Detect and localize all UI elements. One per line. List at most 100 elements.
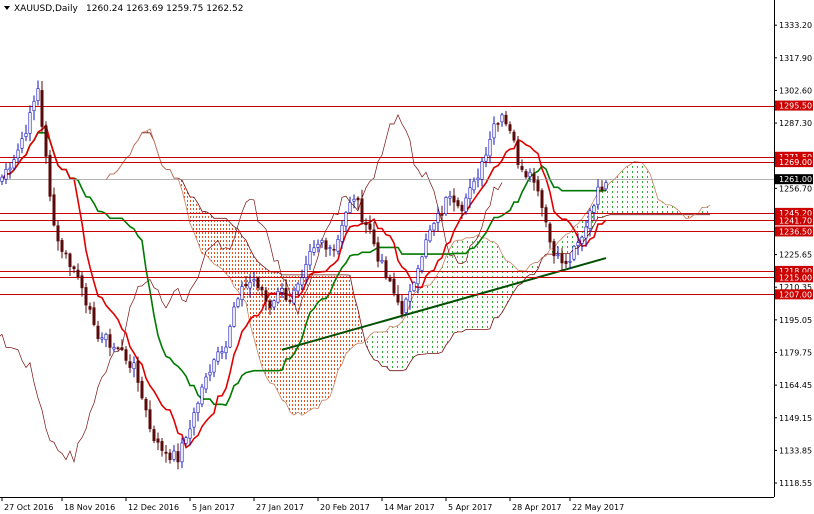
cloud-segment	[470, 237, 474, 330]
cloud-segment	[354, 295, 358, 346]
cloud-segment	[514, 265, 518, 292]
candle-body	[52, 194, 56, 226]
candle-body	[96, 325, 100, 339]
candle-body	[584, 226, 588, 239]
y-tick-label: 1317.90	[779, 54, 812, 63]
candle-body	[308, 251, 312, 266]
candle-body	[304, 264, 308, 278]
candle-body	[8, 167, 12, 171]
candle-body	[220, 351, 224, 354]
cloud-segment	[626, 164, 630, 215]
candle-body	[408, 291, 412, 302]
candle-body	[384, 260, 388, 279]
candle-body	[184, 437, 188, 444]
candle-body	[280, 288, 284, 293]
cloud-segment	[478, 234, 482, 330]
candle-body	[532, 173, 536, 183]
horizontal-levels	[0, 106, 774, 295]
candle-body	[124, 349, 128, 361]
candle-body	[504, 114, 508, 125]
cloud-segment	[446, 248, 450, 345]
cloud-segment	[414, 290, 418, 357]
ohlc-values: 1260.24 1263.69 1259.75 1262.52	[86, 4, 243, 14]
candle-body	[496, 123, 500, 125]
level-label: 1269.00	[779, 158, 812, 167]
dropdown-triangle-icon	[4, 6, 10, 10]
candle-body	[68, 253, 72, 268]
level-label: 1245.20	[779, 209, 812, 218]
candle-body	[324, 240, 328, 250]
cloud-segment	[558, 238, 562, 254]
candle-body	[552, 241, 556, 257]
candle-body	[588, 210, 592, 229]
candle-body	[556, 254, 560, 257]
candle-body	[188, 428, 192, 439]
cloud-segment	[278, 272, 282, 400]
x-tick-label: 12 Dec 2016	[128, 503, 179, 512]
candle-body	[600, 186, 604, 191]
y-tick-label: 1195.05	[779, 316, 812, 325]
price-candles	[0, 80, 608, 470]
candle-body	[164, 451, 168, 454]
cloud-segment	[386, 326, 390, 371]
candle-body	[20, 138, 24, 149]
level-label-bg	[775, 207, 813, 218]
candle-body	[440, 214, 444, 216]
candle-body	[388, 277, 392, 282]
candle-body	[400, 300, 404, 315]
level-label: 1207.00	[779, 290, 812, 299]
cloud-segment	[230, 222, 234, 287]
symbol-label: XAUUSD,Daily	[14, 4, 78, 14]
candle-body	[312, 247, 316, 253]
candle-body	[480, 161, 484, 180]
x-tick-label: 28 Apr 2017	[512, 503, 561, 512]
candle-body	[452, 195, 456, 203]
price-axis: 1333.20 1317.90 1302.60 1287.30 1256.70 1225.…	[774, 21, 812, 488]
candle-body	[16, 149, 20, 159]
x-tick-label: 20 Feb 2017	[320, 503, 370, 512]
candle-body	[156, 438, 160, 443]
candle-body	[72, 266, 76, 270]
candle-body	[180, 442, 184, 463]
candle-body	[168, 452, 172, 461]
candle-body	[492, 123, 496, 139]
cloud-segment	[406, 303, 410, 370]
candle-body	[28, 112, 32, 134]
candle-body	[216, 351, 220, 362]
y-tick-label: 1302.60	[779, 86, 812, 95]
level-label-bg	[775, 151, 813, 162]
cloud-segment	[302, 274, 306, 416]
cloud-segment	[614, 175, 618, 215]
cloud-segment	[622, 166, 626, 215]
cloud-segment	[262, 265, 266, 377]
cloud-segment	[634, 161, 638, 215]
cloud-segment	[438, 267, 442, 354]
candle-body	[204, 376, 208, 390]
candle-body	[536, 180, 540, 192]
candle-body	[416, 268, 420, 285]
candle-body	[516, 140, 520, 165]
support-trendline	[281, 257, 607, 351]
cloud-segment	[266, 268, 270, 383]
cloud-segment	[426, 284, 430, 354]
cloud-segment	[234, 226, 238, 291]
chart-title: XAUUSD,Daily 1260.24 1263.69 1259.75 126…	[4, 4, 243, 14]
tenkan-sen-line	[1, 123, 607, 449]
candle-body	[372, 229, 376, 245]
cloud-segment	[422, 285, 426, 355]
level-label-bg	[775, 272, 813, 283]
y-tick-label: 1179.75	[779, 348, 812, 357]
cloud-segment	[430, 279, 434, 354]
cloud-segment	[238, 228, 242, 299]
candle-body	[488, 139, 492, 157]
y-tick-label: 1287.30	[779, 119, 812, 128]
x-tick-label: 14 Mar 2017	[384, 503, 435, 512]
cloud-segment	[198, 203, 202, 254]
cloud-segment	[522, 270, 526, 284]
y-tick-label: 1210.35	[779, 283, 812, 292]
candle-body	[224, 346, 228, 354]
cloud-segment	[466, 237, 470, 330]
candle-body	[524, 171, 528, 178]
cloud-segment	[402, 315, 406, 371]
level-label-bg	[775, 289, 813, 300]
